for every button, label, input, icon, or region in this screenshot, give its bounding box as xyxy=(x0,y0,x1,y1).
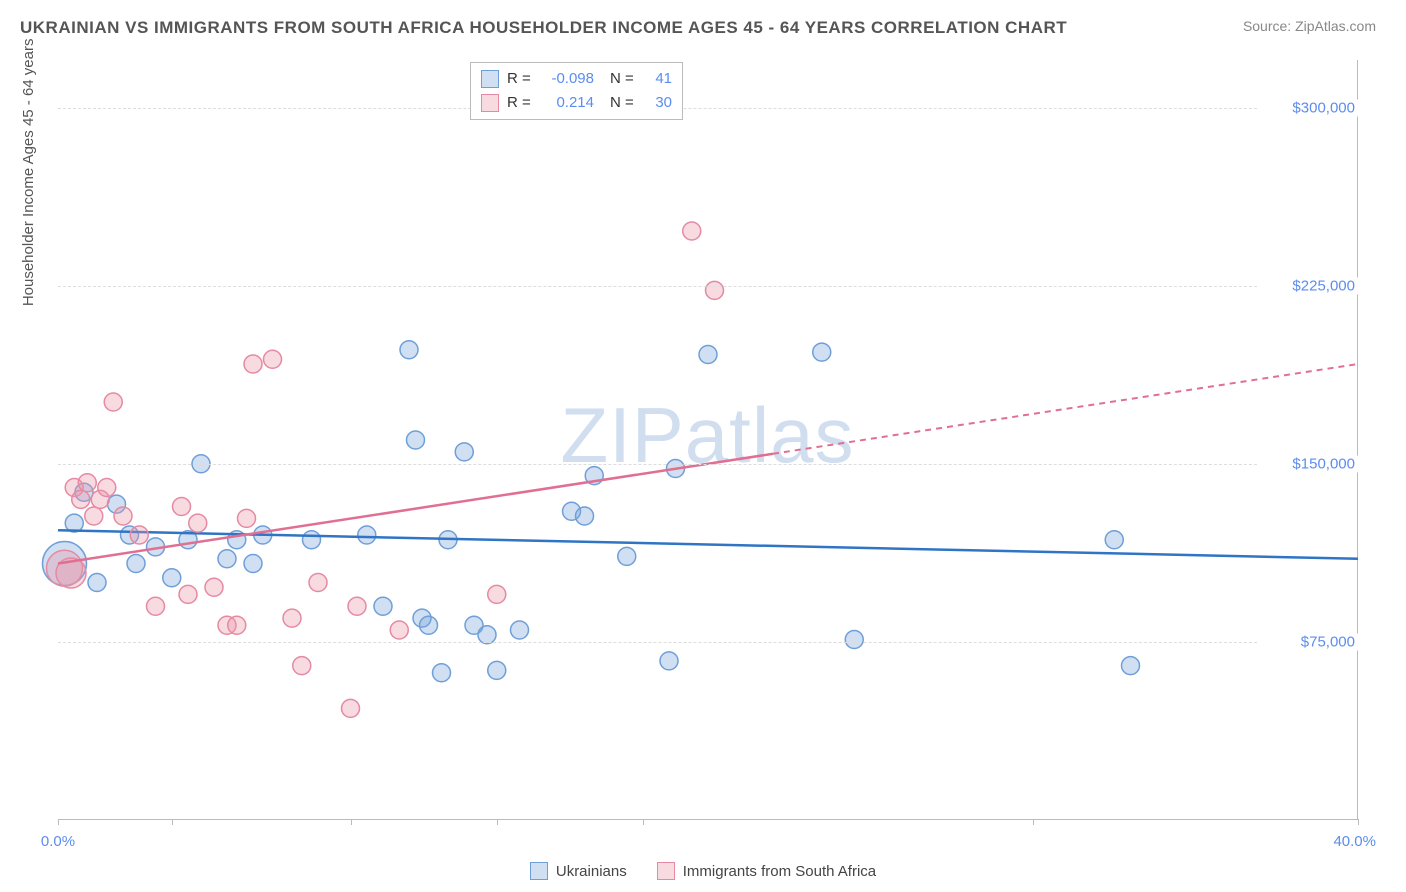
swatch-icon xyxy=(530,862,548,880)
scatter-point xyxy=(660,652,678,670)
r-label: R = xyxy=(507,67,531,91)
scatter-point xyxy=(88,574,106,592)
scatter-point xyxy=(283,609,301,627)
scatter-point xyxy=(342,699,360,717)
scatter-point xyxy=(179,585,197,603)
scatter-point xyxy=(488,585,506,603)
source-attribution: Source: ZipAtlas.com xyxy=(1243,18,1376,34)
scatter-point xyxy=(78,474,96,492)
n-label: N = xyxy=(610,67,634,91)
scatter-point xyxy=(576,507,594,525)
swatch-icon xyxy=(481,70,499,88)
scatter-point xyxy=(189,514,207,532)
scatter-point xyxy=(238,509,256,527)
scatter-point xyxy=(813,343,831,361)
legend-item: Immigrants from South Africa xyxy=(657,862,876,880)
scatter-point xyxy=(455,443,473,461)
scatter-point xyxy=(390,621,408,639)
y-tick-label: $300,000 xyxy=(1259,99,1359,116)
plot-area: ZIPatlas $75,000$150,000$225,000$300,000 xyxy=(58,60,1358,820)
scatter-point xyxy=(309,574,327,592)
scatter-point xyxy=(303,531,321,549)
scatter-point xyxy=(85,507,103,525)
scatter-point xyxy=(511,621,529,639)
legend-label: Immigrants from South Africa xyxy=(683,863,876,880)
legend-item: Ukrainians xyxy=(530,862,627,880)
y-tick-label: $150,000 xyxy=(1259,455,1359,472)
scatter-point xyxy=(845,631,863,649)
scatter-point xyxy=(1122,657,1140,675)
legend-row: R = 0.214 N = 30 xyxy=(481,91,672,115)
scatter-point xyxy=(264,350,282,368)
correlation-legend: R = -0.098 N = 41 R = 0.214 N = 30 xyxy=(470,62,683,120)
scatter-point xyxy=(147,597,165,615)
scatter-point xyxy=(244,555,262,573)
x-axis-min-label: 0.0% xyxy=(41,833,75,850)
scatter-point xyxy=(205,578,223,596)
chart-title: UKRAINIAN VS IMMIGRANTS FROM SOUTH AFRIC… xyxy=(20,18,1067,38)
y-tick-label: $225,000 xyxy=(1259,277,1359,294)
scatter-point xyxy=(358,526,376,544)
swatch-icon xyxy=(657,862,675,880)
scatter-point xyxy=(228,616,246,634)
scatter-point xyxy=(706,281,724,299)
scatter-svg xyxy=(58,60,1357,819)
scatter-point xyxy=(433,664,451,682)
scatter-point xyxy=(374,597,392,615)
r-value: -0.098 xyxy=(539,67,594,91)
legend-label: Ukrainians xyxy=(556,863,627,880)
scatter-point xyxy=(173,498,191,516)
scatter-point xyxy=(683,222,701,240)
scatter-point xyxy=(163,569,181,587)
scatter-point xyxy=(127,555,145,573)
r-value: 0.214 xyxy=(539,91,594,115)
scatter-point xyxy=(98,479,116,497)
scatter-point xyxy=(699,346,717,364)
scatter-point xyxy=(420,616,438,634)
scatter-point xyxy=(244,355,262,373)
scatter-point xyxy=(1105,531,1123,549)
scatter-point xyxy=(488,661,506,679)
legend-row: R = -0.098 N = 41 xyxy=(481,67,672,91)
x-axis-max-label: 40.0% xyxy=(1333,833,1376,850)
scatter-point xyxy=(130,526,148,544)
trend-line-extrapolated xyxy=(773,364,1358,454)
scatter-point xyxy=(348,597,366,615)
trend-line xyxy=(58,454,773,564)
correlation-chart: UKRAINIAN VS IMMIGRANTS FROM SOUTH AFRIC… xyxy=(0,0,1406,892)
scatter-point xyxy=(407,431,425,449)
scatter-point xyxy=(293,657,311,675)
n-value: 41 xyxy=(642,67,672,91)
series-legend: Ukrainians Immigrants from South Africa xyxy=(0,862,1406,880)
scatter-point xyxy=(218,550,236,568)
n-value: 30 xyxy=(642,91,672,115)
y-axis-label: Householder Income Ages 45 - 64 years xyxy=(20,39,37,307)
n-label: N = xyxy=(610,91,634,115)
r-label: R = xyxy=(507,91,531,115)
scatter-point xyxy=(72,490,90,508)
scatter-point xyxy=(104,393,122,411)
scatter-point xyxy=(618,547,636,565)
scatter-point xyxy=(114,507,132,525)
swatch-icon xyxy=(481,94,499,112)
scatter-point xyxy=(400,341,418,359)
y-tick-label: $75,000 xyxy=(1259,633,1359,650)
